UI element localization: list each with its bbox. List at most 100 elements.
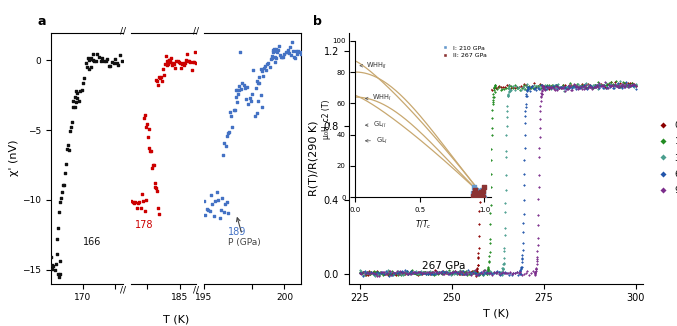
Point: [608, 83, 619, 88]
Point: [357, 271, 368, 276]
Point: [527, 84, 538, 89]
Point: [584, 82, 595, 87]
Point: [472, 271, 483, 276]
Point: [458, 271, 469, 276]
Point: [483, 267, 494, 272]
Point: [402, 271, 413, 276]
Point: [532, 235, 543, 240]
Point: [417, 271, 428, 276]
Point: [528, 86, 539, 91]
Point: [592, 86, 603, 91]
Point: [403, 270, 414, 275]
Point: [267, 48, 278, 53]
Point: [401, 271, 412, 276]
Point: [468, 270, 479, 275]
Point: [595, 82, 606, 87]
Point: [416, 269, 427, 274]
Point: [372, 270, 383, 275]
Point: [552, 86, 563, 92]
Point: [575, 84, 586, 90]
Point: [487, 115, 498, 120]
Point: [466, 273, 477, 278]
Point: [425, 271, 436, 276]
Point: [408, 270, 418, 275]
Point: [85, 55, 96, 60]
Point: [529, 270, 540, 275]
Point: [472, 266, 483, 272]
Point: [257, 74, 268, 79]
Point: [527, 84, 538, 90]
Text: 267 GPa: 267 GPa: [422, 260, 466, 271]
Point: [502, 271, 512, 276]
Point: [572, 84, 583, 90]
Point: [495, 272, 506, 277]
Point: [554, 85, 565, 91]
Point: [497, 270, 508, 275]
Point: [524, 88, 535, 93]
Point: [533, 223, 544, 228]
Point: [165, 59, 175, 64]
Point: [525, 85, 536, 91]
Point: [387, 272, 397, 277]
Point: [550, 83, 561, 88]
Point: [442, 270, 453, 275]
Point: [477, 91, 487, 96]
Point: [487, 270, 498, 275]
Point: [140, 198, 151, 203]
Point: [486, 146, 497, 152]
Point: [476, 106, 487, 111]
Point: [598, 83, 609, 88]
Point: [561, 85, 572, 90]
Point: [599, 82, 610, 88]
Point: [488, 95, 499, 100]
Point: [435, 270, 446, 275]
Point: [143, 127, 154, 132]
Point: [573, 86, 584, 91]
Point: [356, 271, 367, 276]
Point: [393, 272, 403, 277]
Point: [592, 83, 603, 88]
Point: [127, 200, 138, 205]
Point: [385, 271, 396, 276]
Point: [381, 270, 392, 275]
Point: [475, 194, 486, 200]
Point: [525, 270, 536, 275]
Point: [446, 269, 457, 274]
Point: [473, 272, 483, 277]
Point: [502, 103, 512, 109]
Point: [444, 268, 455, 273]
Point: [448, 270, 459, 275]
Point: [91, 58, 102, 63]
Point: [135, 205, 146, 211]
Point: [488, 86, 499, 91]
Point: [535, 117, 546, 122]
Point: [479, 271, 489, 276]
Point: [406, 269, 417, 274]
Point: [489, 83, 500, 88]
Point: [428, 270, 439, 275]
Point: [606, 83, 617, 88]
Point: [379, 271, 390, 276]
Point: [536, 82, 547, 88]
Point: [219, 209, 230, 215]
Point: [388, 271, 399, 276]
Point: [376, 269, 387, 274]
Point: [453, 271, 464, 276]
Point: [412, 271, 423, 276]
Point: [86, 64, 97, 69]
Point: [413, 271, 424, 276]
Point: [529, 85, 540, 90]
Point: [544, 84, 554, 89]
Text: GL$_{II}$: GL$_{II}$: [366, 120, 387, 130]
Point: [240, 85, 250, 91]
Point: [603, 82, 614, 88]
Point: [78, 80, 89, 85]
Point: [110, 56, 121, 61]
Point: [548, 82, 559, 87]
Point: [630, 81, 641, 86]
Point: [535, 86, 546, 91]
Point: [483, 87, 494, 93]
Point: [596, 83, 607, 88]
Point: [477, 95, 487, 100]
Point: [502, 108, 512, 113]
